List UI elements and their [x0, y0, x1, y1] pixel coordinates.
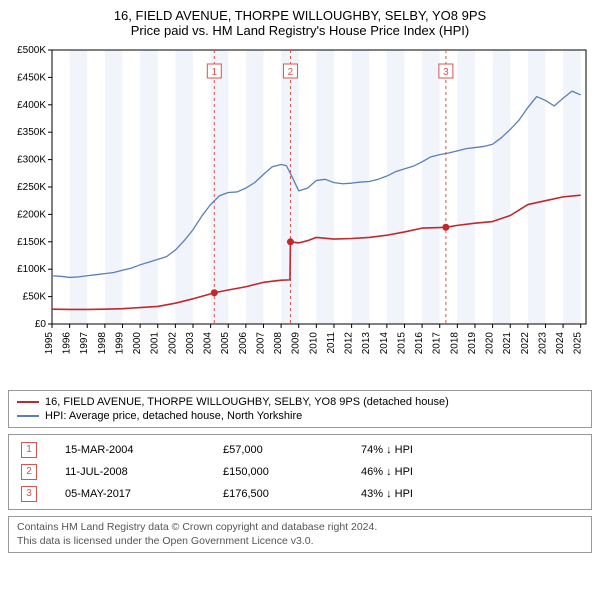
svg-text:2025: 2025 [573, 332, 584, 355]
svg-text:1: 1 [212, 67, 218, 78]
svg-text:2023: 2023 [537, 332, 548, 355]
event-date: 15-MAR-2004 [61, 439, 219, 461]
event-price: £57,000 [219, 439, 357, 461]
svg-text:2014: 2014 [379, 332, 390, 355]
svg-text:2008: 2008 [273, 332, 284, 355]
svg-text:3: 3 [443, 67, 449, 78]
chart-container: £0 £50K £100K £150K £200K £250K £300K £350K £400… [8, 44, 592, 384]
svg-text:£150K: £150K [17, 237, 46, 248]
legend-label-property: 16, FIELD AVENUE, THORPE WILLOUGHBY, SEL… [45, 396, 449, 408]
chart-title-line2: Price paid vs. HM Land Registry's House … [8, 23, 592, 38]
svg-text:2007: 2007 [255, 332, 266, 355]
svg-text:2012: 2012 [344, 332, 355, 355]
svg-text:2020: 2020 [485, 332, 496, 355]
svg-text:2006: 2006 [238, 332, 249, 355]
legend-label-hpi: HPI: Average price, detached house, Nort… [45, 410, 302, 422]
svg-text:1999: 1999 [114, 332, 125, 355]
event-marker-3: 3 [21, 486, 37, 502]
svg-text:2011: 2011 [326, 332, 337, 354]
svg-text:£450K: £450K [17, 72, 46, 83]
svg-text:2000: 2000 [132, 332, 143, 355]
svg-text:2: 2 [288, 67, 294, 78]
event-marker-1: 1 [21, 442, 37, 458]
license-line2: This data is licensed under the Open Gov… [17, 535, 583, 549]
svg-text:1997: 1997 [79, 332, 90, 355]
event-marker-2: 2 [21, 464, 37, 480]
event-delta: 46% ↓ HPI [357, 461, 583, 483]
license-line1: Contains HM Land Registry data © Crown c… [17, 521, 583, 535]
legend-swatch-hpi [17, 415, 39, 417]
svg-text:2003: 2003 [185, 332, 196, 355]
svg-text:2010: 2010 [308, 332, 319, 355]
svg-text:£400K: £400K [17, 100, 46, 111]
svg-text:2016: 2016 [414, 332, 425, 355]
svg-text:£100K: £100K [17, 264, 46, 275]
event-price: £150,000 [219, 461, 357, 483]
svg-text:2017: 2017 [432, 332, 443, 355]
svg-text:£300K: £300K [17, 155, 46, 166]
svg-text:1996: 1996 [62, 332, 73, 355]
events-table: 1 15-MAR-2004£57,00074% ↓ HPI 2 11-JUL-2008… [17, 439, 583, 505]
svg-text:£50K: £50K [23, 292, 47, 303]
svg-text:1995: 1995 [44, 332, 55, 355]
event-delta: 74% ↓ HPI [357, 439, 583, 461]
event-date: 11-JUL-2008 [61, 461, 219, 483]
svg-text:2015: 2015 [396, 332, 407, 355]
event-price: £176,500 [219, 483, 357, 505]
svg-text:2009: 2009 [291, 332, 302, 355]
svg-text:£200K: £200K [17, 209, 46, 220]
svg-text:£250K: £250K [17, 182, 46, 193]
svg-text:2018: 2018 [449, 332, 460, 355]
svg-text:1998: 1998 [97, 332, 108, 355]
events-box: 1 15-MAR-2004£57,00074% ↓ HPI 2 11-JUL-2008… [8, 434, 592, 510]
event-delta: 43% ↓ HPI [357, 483, 583, 505]
event-row: 1 15-MAR-2004£57,00074% ↓ HPI [17, 439, 583, 461]
svg-text:2001: 2001 [150, 332, 161, 355]
chart-title-line1: 16, FIELD AVENUE, THORPE WILLOUGHBY, SEL… [8, 8, 592, 23]
svg-text:£500K: £500K [17, 45, 46, 56]
svg-text:2021: 2021 [502, 332, 513, 355]
svg-text:2019: 2019 [467, 332, 478, 355]
legend-swatch-property [17, 401, 39, 403]
svg-text:2024: 2024 [555, 332, 566, 355]
svg-text:2005: 2005 [220, 332, 231, 355]
svg-text:2013: 2013 [361, 332, 372, 355]
svg-text:2002: 2002 [167, 332, 178, 355]
license-box: Contains HM Land Registry data © Crown c… [8, 516, 592, 553]
event-date: 05-MAY-2017 [61, 483, 219, 505]
legend-box: 16, FIELD AVENUE, THORPE WILLOUGHBY, SEL… [8, 390, 592, 428]
svg-text:2022: 2022 [520, 332, 531, 355]
event-row: 3 05-MAY-2017£176,50043% ↓ HPI [17, 483, 583, 505]
svg-text:2004: 2004 [203, 332, 214, 355]
event-row: 2 11-JUL-2008£150,00046% ↓ HPI [17, 461, 583, 483]
legend-row-hpi: HPI: Average price, detached house, Nort… [17, 409, 583, 423]
price-chart: £0 £50K £100K £150K £200K £250K £300K £350K £400… [8, 44, 592, 384]
svg-text:£0: £0 [35, 319, 47, 330]
svg-text:£350K: £350K [17, 127, 46, 138]
legend-row-property: 16, FIELD AVENUE, THORPE WILLOUGHBY, SEL… [17, 395, 583, 409]
